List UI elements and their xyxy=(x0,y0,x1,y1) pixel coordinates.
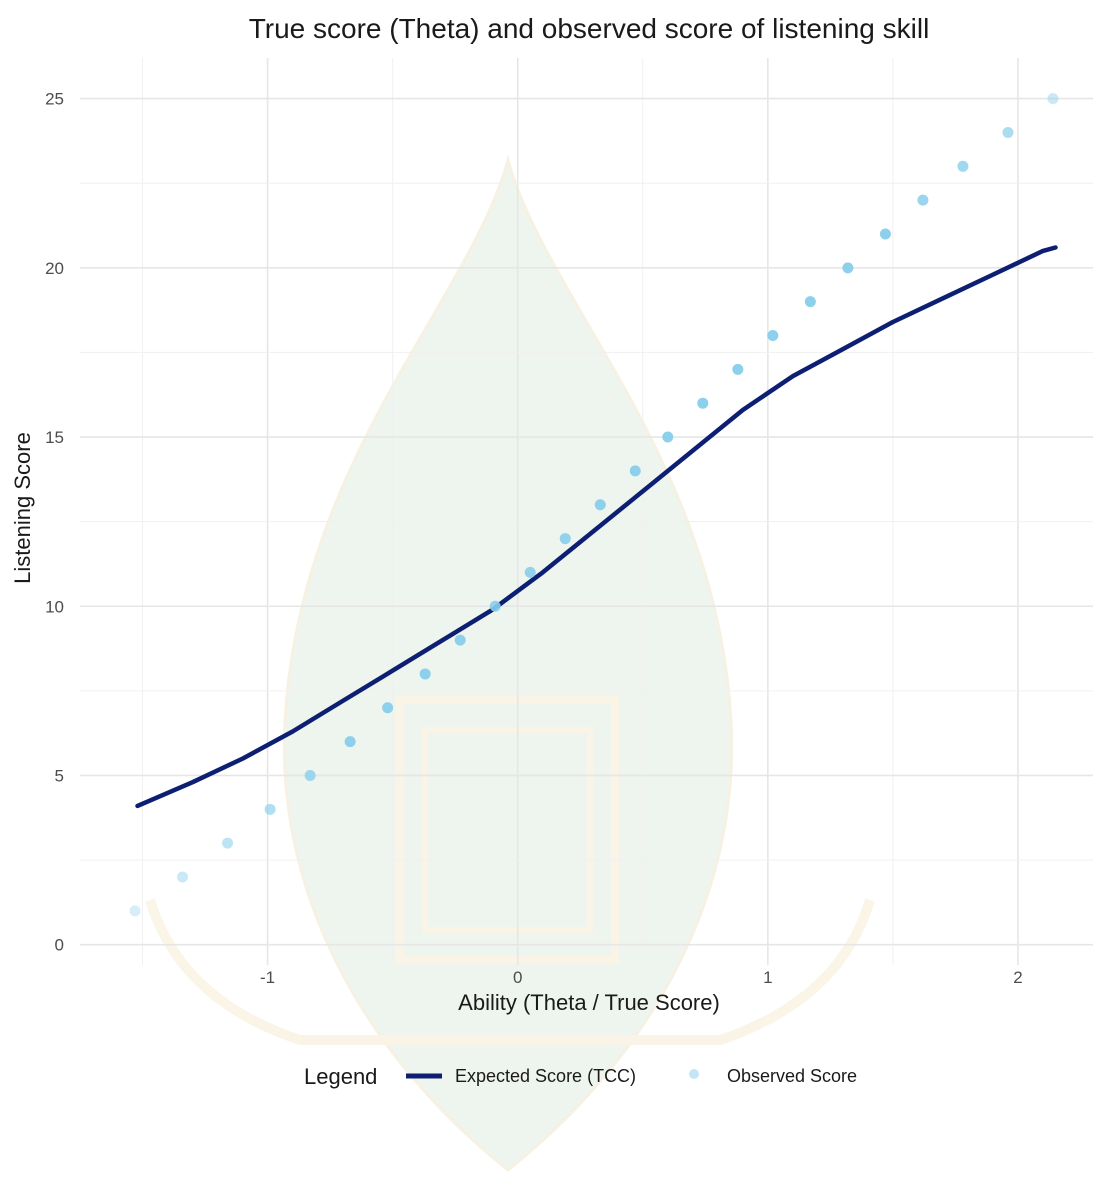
x-tick-label: -1 xyxy=(260,968,275,987)
observed-point xyxy=(177,871,189,883)
observed-point xyxy=(489,600,501,612)
observed-point xyxy=(344,736,356,748)
observed-point xyxy=(767,330,779,342)
legend: Legend Expected Score (TCC) Observed Sco… xyxy=(304,1064,857,1089)
legend-entry-expected: Expected Score (TCC) xyxy=(455,1066,636,1086)
y-tick-label: 5 xyxy=(55,766,64,785)
observed-point xyxy=(842,262,854,274)
observed-point xyxy=(559,533,571,545)
observed-point xyxy=(957,160,969,172)
observed-point xyxy=(732,363,744,375)
chart-title: True score (Theta) and observed score of… xyxy=(249,13,930,44)
observed-point xyxy=(129,905,141,917)
series-observed-score xyxy=(129,93,1059,917)
grid xyxy=(80,58,1093,965)
observed-point xyxy=(382,702,394,714)
observed-point xyxy=(264,803,276,815)
observed-point xyxy=(697,397,709,409)
observed-point xyxy=(524,566,536,578)
observed-point xyxy=(594,499,606,511)
observed-point xyxy=(879,228,891,240)
observed-point xyxy=(804,296,816,308)
x-axis-ticks: -1 0 1 2 xyxy=(260,968,1023,987)
observed-point xyxy=(454,634,466,646)
y-tick-label: 20 xyxy=(45,259,64,278)
observed-point xyxy=(662,431,674,443)
observed-point xyxy=(1047,93,1059,105)
watermark-emblem xyxy=(145,154,875,1172)
legend-entry-observed: Observed Score xyxy=(727,1066,857,1086)
y-tick-label: 10 xyxy=(45,597,64,616)
y-tick-label: 0 xyxy=(55,936,64,955)
observed-point xyxy=(1002,126,1014,138)
x-axis-title: Ability (Theta / True Score) xyxy=(458,990,720,1015)
x-tick-label: 1 xyxy=(763,968,772,987)
y-axis-title: Listening Score xyxy=(10,432,35,584)
legend-title: Legend xyxy=(304,1064,377,1089)
observed-point xyxy=(629,465,641,477)
observed-point xyxy=(304,769,316,781)
observed-point xyxy=(419,668,431,680)
observed-point xyxy=(917,194,929,206)
series-expected-score xyxy=(135,245,1058,809)
x-tick-label: 0 xyxy=(513,968,522,987)
tcc-line xyxy=(135,245,1058,809)
x-tick-label: 2 xyxy=(1013,968,1022,987)
observed-point xyxy=(222,837,234,849)
y-axis-ticks: 0 5 10 15 20 25 xyxy=(45,90,64,955)
legend-point-swatch xyxy=(689,1069,699,1079)
y-tick-label: 15 xyxy=(45,428,64,447)
y-tick-label: 25 xyxy=(45,90,64,109)
